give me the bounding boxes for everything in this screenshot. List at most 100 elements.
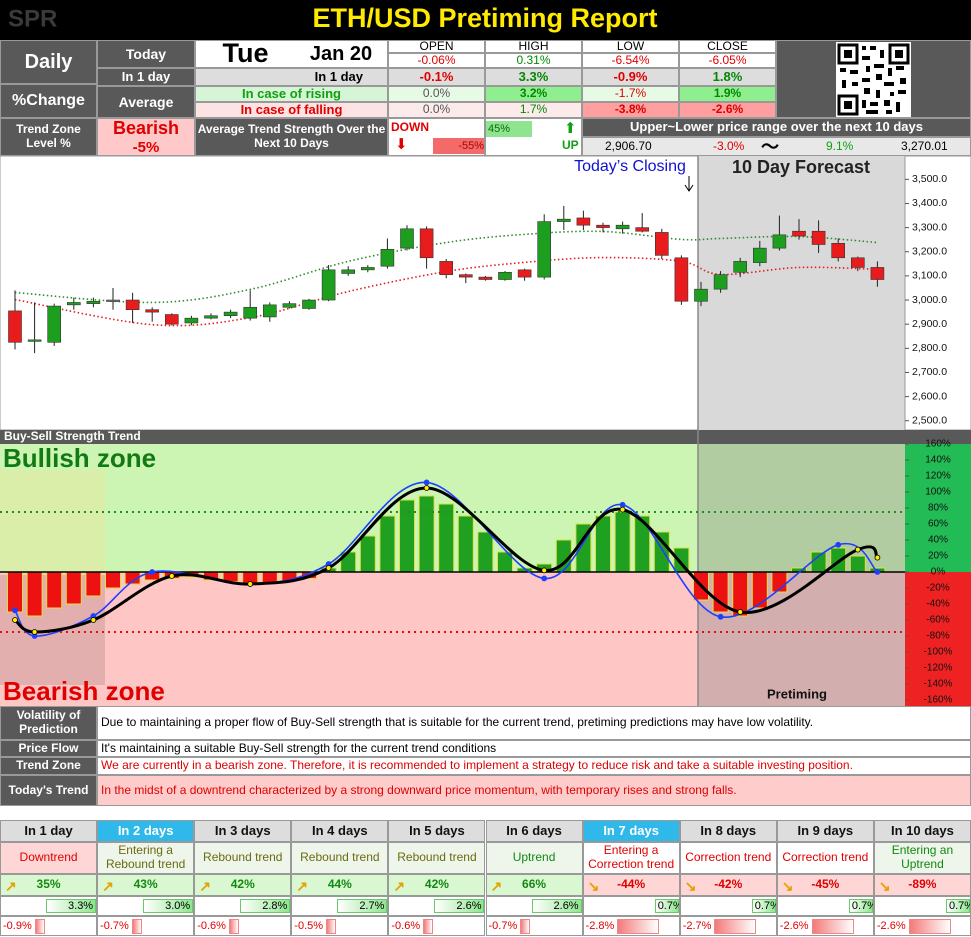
up-cell: 45% ⬆ UP — [485, 118, 582, 156]
strength-value: -42% — [714, 877, 743, 892]
date: Jan 20 — [295, 40, 388, 68]
in1day-value: -0.9% — [582, 68, 679, 86]
candle-body — [478, 276, 493, 280]
line-point — [835, 541, 842, 548]
today-value: 0.31% — [485, 53, 582, 68]
panel-title: Buy-Sell Strength Trend — [4, 429, 141, 443]
y-tick-label: 60% — [928, 519, 948, 530]
metric: %Change — [0, 84, 97, 118]
down-cell: DOWN ⬇ -55% — [388, 118, 485, 156]
forecast-up: 3.3% — [0, 896, 98, 916]
note-label: Volatility of Prediction — [0, 706, 97, 740]
period: Daily — [0, 40, 97, 84]
candle-body — [615, 224, 630, 230]
forecast-day: In 3 days — [194, 820, 292, 842]
forecast-day: In 8 days — [679, 820, 777, 842]
bar — [7, 571, 23, 613]
down-value: -0.5% — [294, 919, 324, 932]
bar — [849, 555, 866, 573]
column-header: OPEN — [388, 40, 485, 53]
weekday: Tue — [195, 40, 295, 68]
forecast-strength: ↘ -42% — [679, 874, 777, 896]
note-label: Price Flow — [0, 740, 97, 757]
up-value: 0.7% — [751, 898, 776, 914]
candle-body — [360, 267, 375, 271]
forecast-day: In 5 days — [388, 820, 486, 842]
y-tick-label: 3,400.0 — [912, 197, 947, 209]
forecast-day: In 4 days — [291, 820, 389, 842]
candle-body — [106, 299, 120, 302]
strength-arrow: ↘ — [587, 878, 600, 894]
down-bar — [811, 918, 854, 934]
strength-arrow: ↗ — [199, 878, 211, 894]
candle-body — [439, 261, 454, 275]
forecast-up: 0.7% — [776, 896, 874, 916]
bar — [653, 531, 670, 573]
title-bar — [0, 0, 971, 40]
candle-body — [870, 267, 885, 280]
arrow — [684, 176, 694, 192]
note-label: Trend Zone — [0, 757, 97, 775]
strength-value: -45% — [811, 877, 840, 892]
down-value: -2.7% — [682, 919, 712, 932]
note-text: Due to maintaining a proper flow of Buy-… — [97, 706, 971, 740]
range-tilde: 〜 — [761, 137, 779, 156]
up-value: 2.8% — [240, 898, 291, 914]
candle-body — [713, 274, 728, 290]
bar — [457, 515, 474, 573]
forecast-strength: ↘ -89% — [873, 874, 971, 896]
y-tick-label: 2,800.0 — [912, 342, 947, 354]
falling-value: -3.8% — [582, 102, 679, 118]
forecast-up: 2.6% — [388, 896, 486, 916]
down-label: DOWN — [391, 120, 429, 134]
y-tick-label: -160% — [924, 695, 953, 706]
line-point — [717, 613, 724, 620]
bar — [477, 531, 494, 573]
forecast-trend: Uptrend — [485, 842, 583, 874]
y-tick-label: 3,100.0 — [912, 270, 947, 282]
candle-body — [27, 339, 42, 342]
bar — [751, 571, 768, 609]
candle-body — [223, 311, 238, 317]
up-value: 3.3% — [46, 898, 97, 914]
candle-body — [47, 305, 62, 343]
down-value: -55% — [433, 138, 484, 154]
candle-body — [772, 234, 787, 249]
up-label: UP — [562, 138, 579, 152]
forecast-down: -2.8% — [582, 916, 680, 936]
candle-body — [262, 304, 277, 318]
annotation: Pretiming — [767, 686, 827, 701]
zone-label: Bearish zone — [3, 676, 165, 706]
forecast-up: 2.8% — [194, 896, 292, 916]
y-tick-label: 160% — [925, 439, 951, 450]
line-point — [168, 573, 175, 579]
forecast-trend: Correction trend — [679, 842, 777, 874]
candle-body — [125, 299, 140, 310]
down-arrow: ⬇ — [395, 136, 408, 153]
line-point — [325, 565, 332, 571]
candle-body — [517, 269, 532, 278]
down-bar — [34, 918, 45, 934]
rising-value: -1.7% — [582, 86, 679, 102]
forecast-down: -0.6% — [194, 916, 292, 936]
candle-body — [792, 230, 806, 237]
candle-body — [341, 269, 356, 274]
bull-image — [0, 470, 105, 572]
forecast-strength: ↗ 44% — [291, 874, 389, 896]
candle-body — [165, 314, 179, 325]
report-title: ETH/USD Pretiming Report — [312, 3, 657, 33]
axis-positive — [905, 444, 971, 572]
down-bar — [520, 918, 531, 934]
candle-body — [537, 221, 552, 278]
forecast-down: -2.7% — [679, 916, 777, 936]
down-bar — [228, 918, 239, 934]
bar — [26, 571, 43, 617]
axis-negative — [905, 572, 971, 706]
bar — [614, 511, 631, 573]
today-value: -0.06% — [388, 53, 485, 68]
down-value: -0.9% — [3, 919, 32, 932]
case-label: In case of falling — [195, 102, 388, 118]
range-upper: 3,270.01 — [901, 139, 948, 153]
forecast-trend: Entering an Uptrend — [873, 842, 971, 874]
range-upper-pct: 9.1% — [826, 139, 854, 153]
